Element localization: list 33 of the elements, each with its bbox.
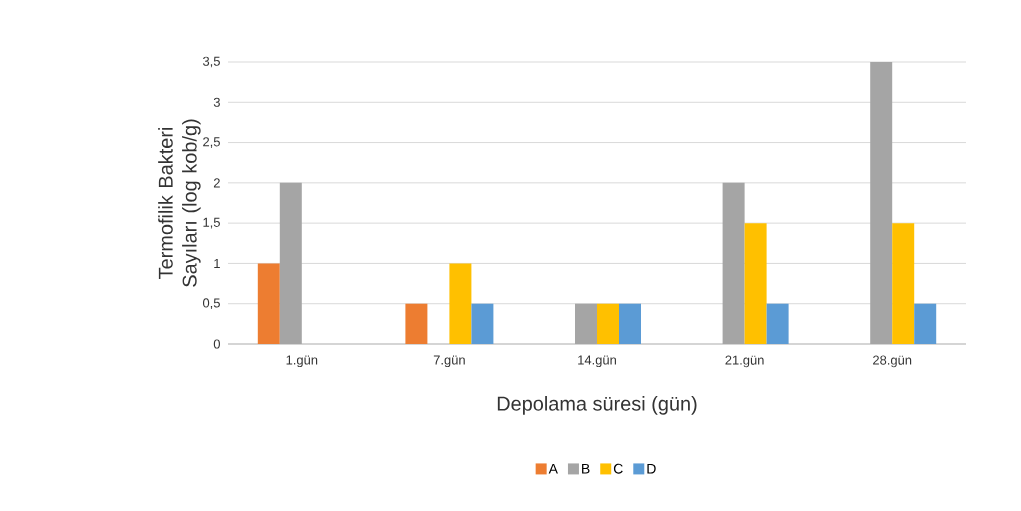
bar xyxy=(405,303,428,344)
bar xyxy=(449,263,472,344)
y-tick-label: 3,5 xyxy=(202,56,220,68)
bar xyxy=(619,303,641,344)
x-tick-label: 14.gün xyxy=(578,355,616,368)
legend-label: B xyxy=(582,463,590,474)
bar xyxy=(279,182,302,344)
x-tick-label: 7.gün xyxy=(433,355,465,368)
bar xyxy=(744,223,767,344)
bar xyxy=(914,303,937,344)
y-tick-label: 0 xyxy=(213,339,220,349)
y-tick-label: 2 xyxy=(213,178,220,188)
bar xyxy=(597,303,619,344)
y-tick-label: 2,5 xyxy=(203,137,220,148)
x-tick-label: 28.gün xyxy=(873,355,912,368)
x-axis-title: Depolama süresi (gün) xyxy=(497,396,697,415)
y-tick-label: 1 xyxy=(214,258,220,268)
bar xyxy=(471,303,494,344)
legend-label: A xyxy=(548,463,558,474)
legend-label: C xyxy=(613,463,623,474)
bar xyxy=(766,303,789,344)
bar xyxy=(722,182,745,344)
y-tick-label: 0,5 xyxy=(202,298,220,310)
x-tick-label: 21.gün xyxy=(725,355,764,368)
x-tick-label: 1.gün xyxy=(286,355,318,368)
y-tick-label: 1,5 xyxy=(203,217,220,229)
y-tick-label: 3 xyxy=(213,97,220,107)
bar xyxy=(257,263,280,344)
legend-label: D xyxy=(647,463,656,474)
bar xyxy=(575,303,597,344)
y-axis-title: Termofilik Bakteri Sayıları (log kob/g) xyxy=(158,119,201,287)
bar xyxy=(892,223,915,344)
bar xyxy=(870,62,893,344)
